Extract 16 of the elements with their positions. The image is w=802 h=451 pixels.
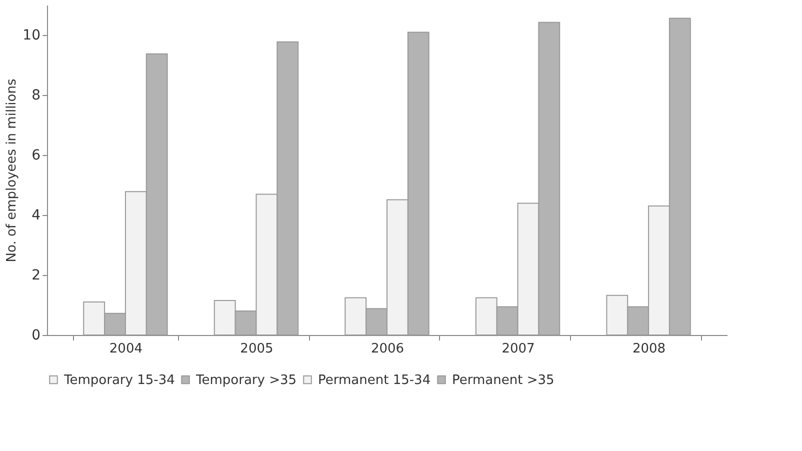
y-tick-label: 8 xyxy=(32,88,40,104)
y-tick-label: 4 xyxy=(32,208,41,224)
y-axis-title: No. of employees in millions xyxy=(4,78,20,262)
x-tick-label: 2006 xyxy=(370,342,404,356)
x-tick-label: 2008 xyxy=(632,342,666,356)
legend-label: Temporary 15-34 xyxy=(63,372,175,388)
x-tick-label: 2007 xyxy=(502,342,535,356)
y-tick-label: 10 xyxy=(22,28,40,44)
legend-label: Temporary >35 xyxy=(195,372,297,388)
x-tick-label: 2005 xyxy=(240,342,274,356)
legend-label: Permanent >35 xyxy=(452,372,554,388)
y-tick-label: 0 xyxy=(32,328,40,344)
legend-label: Permanent 15-34 xyxy=(318,372,431,388)
y-tick-label: 2 xyxy=(32,268,40,284)
x-tick-label: 2004 xyxy=(109,342,143,356)
y-tick-label: 6 xyxy=(32,148,41,164)
